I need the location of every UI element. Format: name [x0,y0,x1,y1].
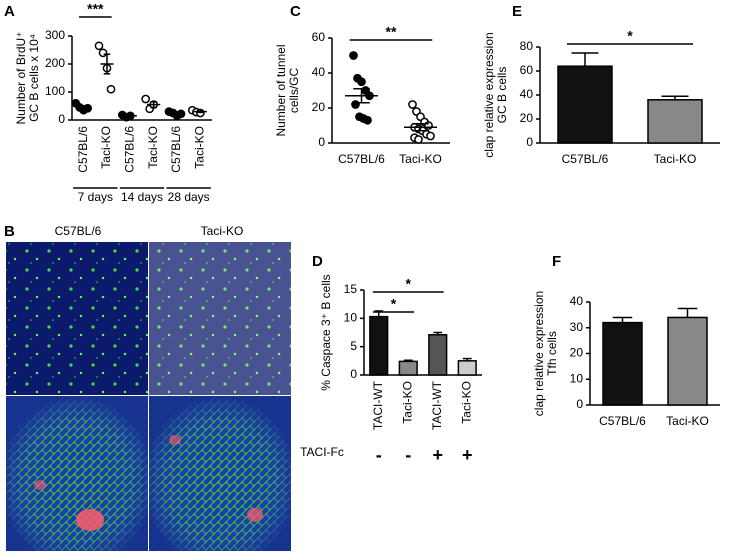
micrographs [6,242,291,551]
y-tick-label: 20 [312,100,326,114]
data-point [414,135,423,144]
significance-label: ** [386,24,397,40]
image-title: Taci-KO [201,224,244,238]
y-tick-label: 0 [526,135,533,149]
x-tick-label: Taci-KO [400,381,414,424]
y-axis-label: clap relative expression [482,32,496,157]
y-tick-label: 200 [45,56,65,70]
x-tick-label: C57BL/6 [169,126,183,173]
y-tick-label: 300 [45,28,65,42]
bar [457,360,477,376]
data-point [363,115,372,125]
stain [76,509,104,531]
bar [369,315,389,376]
y-tick-label: 0 [58,112,65,126]
y-axis-label: GC B cells x 10⁴ [27,34,41,122]
bar [428,334,448,376]
x-tick-label: C57BL/6 [562,152,609,166]
significance-label: * [391,296,397,312]
y-tick-label: 40 [312,65,326,79]
stain [169,435,181,445]
y-tick-label: 60 [312,30,326,44]
x-tick-label: TACI-WT [430,380,444,430]
x-tick-label: Taci-KO [99,126,113,169]
x-tick-label: Taci-KO [146,126,160,169]
panel-letter: B [4,223,15,240]
data-point [94,41,104,51]
panel-letter: E [512,3,522,20]
group-label: 28 days [168,190,210,204]
bar [667,316,708,406]
y-tick-label: 0 [350,367,357,381]
x-tick-label: Taci-KO [666,414,709,428]
panel-letter: C [290,3,301,20]
row-value: - [405,445,411,465]
y-tick-label: 40 [570,294,584,308]
micrograph-shade [149,396,291,551]
y-tick-label: 0 [318,135,325,149]
y-tick-label: 30 [570,320,584,334]
bar [557,65,613,144]
row-value: + [432,445,443,465]
row-value: - [376,445,382,465]
panel-letter: D [312,253,323,270]
y-tick-label: 0 [576,397,583,411]
data-point [349,51,358,60]
y-axis-label: Tfh cells [545,331,559,376]
y-axis-label: GC B cells [495,67,509,124]
y-tick-label: 10 [344,311,358,325]
x-tick-label: C57BL/6 [338,152,385,166]
bar [647,99,703,144]
data-point [426,131,435,141]
y-tick-label: 100 [45,84,65,98]
y-tick-label: 15 [344,282,358,296]
group-label: 14 days [121,190,163,204]
significance-label: * [406,276,412,292]
bar [602,321,643,406]
stain [34,480,46,490]
y-axis-label: Number of tunnel [274,44,288,136]
y-tick-label: 60 [520,63,534,77]
x-tick-label: Taci-KO [459,381,473,424]
stain [247,508,263,522]
data-point [351,100,360,109]
panel-letter: A [4,3,15,20]
image-title: C57BL/6 [55,224,102,238]
y-tick-label: 10 [570,371,584,385]
y-axis-label: clap relative expression [532,291,546,416]
bar [398,360,418,376]
row-value: + [462,445,473,465]
x-tick-label: C57BL/6 [599,414,646,428]
x-tick-label: Taci-KO [654,152,697,166]
data-point [141,94,151,104]
x-tick-label: Taci-KO [193,126,207,169]
y-axis-label: cells/GC [287,67,301,113]
x-tick-label: TACI-WT [371,380,385,430]
micrograph [6,242,148,395]
y-tick-label: 20 [570,346,584,360]
significance-label: * [627,28,633,44]
x-tick-label: Taci-KO [399,152,442,166]
y-axis-label: % Caspace 3⁺ B cells [319,274,333,390]
significance-label: *** [87,1,104,17]
y-axis-label: Number of BrdU⁺ [14,31,28,124]
data-point [98,48,108,58]
group-label: 7 days [78,190,113,204]
micrograph-shade [6,396,148,551]
y-tick-label: 40 [520,87,534,101]
x-tick-label: C57BL/6 [123,126,137,173]
y-tick-label: 80 [520,39,534,53]
row-label: TACI-Fc [300,445,344,459]
y-tick-label: 20 [520,111,534,125]
data-point [408,100,417,109]
data-point [106,84,116,94]
micrograph [149,242,291,395]
panel-letter: F [552,253,561,270]
data-point [424,121,433,130]
y-tick-label: 5 [350,339,357,353]
x-tick-label: C57BL/6 [76,126,90,173]
data-point [357,77,366,87]
